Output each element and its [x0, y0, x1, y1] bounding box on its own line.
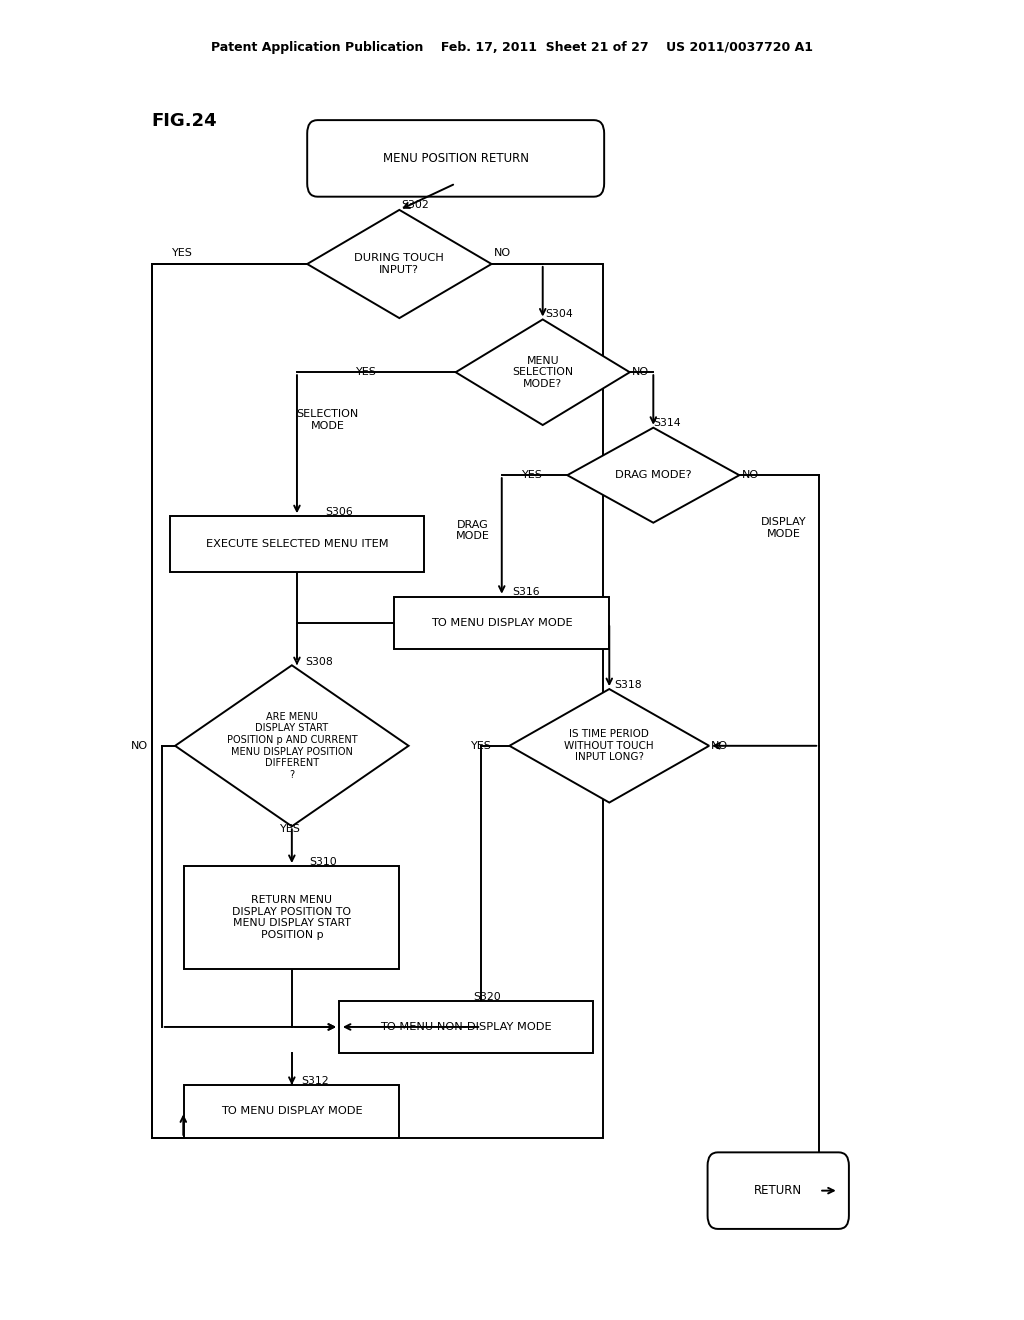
Text: S304: S304: [545, 309, 572, 319]
Text: S316: S316: [512, 586, 540, 597]
Text: S318: S318: [614, 680, 642, 690]
Text: MENU
SELECTION
MODE?: MENU SELECTION MODE?: [512, 355, 573, 389]
Bar: [170, 516, 424, 572]
Text: S302: S302: [401, 199, 429, 210]
Text: S308: S308: [305, 656, 333, 667]
Text: S314: S314: [653, 417, 681, 428]
Text: DRAG
MODE: DRAG MODE: [456, 520, 490, 541]
Text: RETURN: RETURN: [755, 1184, 802, 1197]
Text: S312: S312: [301, 1076, 329, 1086]
Text: TO MENU NON-DISPLAY MODE: TO MENU NON-DISPLAY MODE: [380, 1022, 552, 1032]
Text: SELECTION
MODE: SELECTION MODE: [297, 409, 358, 430]
Text: YES: YES: [281, 824, 301, 834]
Text: YES: YES: [172, 248, 193, 259]
Text: RETURN MENU
DISPLAY POSITION TO
MENU DISPLAY START
POSITION p: RETURN MENU DISPLAY POSITION TO MENU DIS…: [232, 895, 351, 940]
Text: TO MENU DISPLAY MODE: TO MENU DISPLAY MODE: [431, 618, 572, 628]
Text: S306: S306: [326, 507, 353, 517]
Polygon shape: [456, 319, 630, 425]
Text: ARE MENU
DISPLAY START
POSITION p AND CURRENT
MENU DISPLAY POSITION
DIFFERENT
?: ARE MENU DISPLAY START POSITION p AND CU…: [226, 711, 357, 780]
Bar: [184, 866, 399, 969]
Bar: [184, 1085, 399, 1138]
Text: FIG.24: FIG.24: [152, 112, 217, 131]
Text: DRAG MODE?: DRAG MODE?: [615, 470, 691, 480]
Text: NO: NO: [632, 367, 649, 378]
Bar: [339, 1001, 593, 1053]
Text: IS TIME PERIOD
WITHOUT TOUCH
INPUT LONG?: IS TIME PERIOD WITHOUT TOUCH INPUT LONG?: [564, 729, 654, 763]
FancyBboxPatch shape: [307, 120, 604, 197]
Text: NO: NO: [494, 248, 511, 259]
Text: S310: S310: [309, 857, 337, 867]
Bar: [394, 597, 609, 649]
Text: NO: NO: [711, 741, 728, 751]
Polygon shape: [307, 210, 492, 318]
Text: YES: YES: [522, 470, 543, 480]
Text: Patent Application Publication    Feb. 17, 2011  Sheet 21 of 27    US 2011/00377: Patent Application Publication Feb. 17, …: [211, 41, 813, 54]
Text: DISPLAY
MODE: DISPLAY MODE: [761, 517, 806, 539]
Text: YES: YES: [471, 741, 492, 751]
Text: NO: NO: [131, 741, 148, 751]
Text: TO MENU DISPLAY MODE: TO MENU DISPLAY MODE: [221, 1106, 362, 1117]
Text: S320: S320: [473, 991, 501, 1002]
Polygon shape: [509, 689, 709, 803]
Text: YES: YES: [356, 367, 377, 378]
Polygon shape: [175, 665, 409, 826]
Text: DURING TOUCH
INPUT?: DURING TOUCH INPUT?: [354, 253, 444, 275]
Polygon shape: [567, 428, 739, 523]
Bar: [152, 264, 603, 1138]
Text: NO: NO: [741, 470, 759, 480]
FancyBboxPatch shape: [708, 1152, 849, 1229]
Text: EXECUTE SELECTED MENU ITEM: EXECUTE SELECTED MENU ITEM: [206, 539, 388, 549]
Text: MENU POSITION RETURN: MENU POSITION RETURN: [383, 152, 528, 165]
